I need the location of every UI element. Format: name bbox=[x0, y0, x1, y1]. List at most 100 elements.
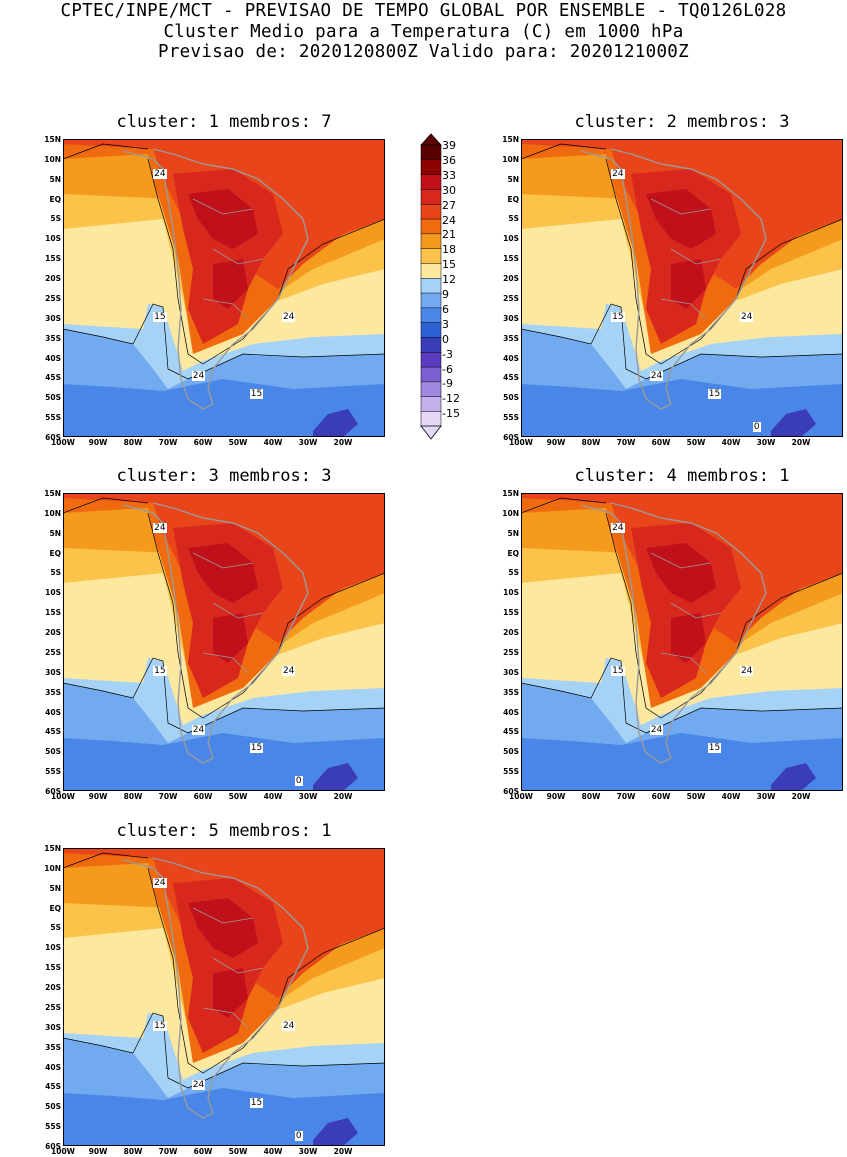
lat-tick-label: 50S bbox=[503, 393, 519, 403]
contour-label: 24 bbox=[739, 311, 754, 322]
lat-tick-label: 45S bbox=[45, 1082, 61, 1092]
lat-tick-label: 30S bbox=[503, 667, 519, 677]
lat-tick-label: 20S bbox=[503, 628, 519, 638]
lon-tick-label: 90W bbox=[88, 792, 108, 801]
contour-label: 24 bbox=[611, 522, 625, 533]
lat-tick-label: 5S bbox=[50, 923, 61, 933]
lat-tick-label: 50S bbox=[45, 393, 61, 403]
lon-tick-label: 100W bbox=[509, 438, 533, 447]
lon-tick-label: 90W bbox=[88, 1147, 108, 1156]
lat-tick-label: 15N bbox=[44, 489, 61, 498]
contour-label: 15 bbox=[611, 311, 625, 322]
lon-tick-label: 50W bbox=[686, 438, 706, 447]
lon-tick-label: 20W bbox=[333, 1147, 353, 1156]
colorbar-tick-label: 21 bbox=[442, 228, 456, 242]
lat-tick-label: EQ bbox=[507, 548, 520, 558]
lat-tick-label: 5N bbox=[507, 174, 520, 184]
lat-tick-label: 10N bbox=[502, 154, 519, 164]
lat-tick-label: 25S bbox=[503, 647, 519, 657]
lat-tick-label: 10S bbox=[503, 588, 519, 598]
lat-tick-label: 25S bbox=[45, 647, 61, 657]
lat-tick-label: 35S bbox=[45, 1042, 61, 1052]
lon-tick-label: 80W bbox=[123, 792, 143, 801]
contour-label: 24 bbox=[649, 371, 664, 382]
lon-tick-label: 100W bbox=[509, 792, 533, 801]
lat-tick-label: 35S bbox=[503, 333, 519, 343]
lat-tick-label: 20S bbox=[45, 274, 61, 284]
lon-tick-label: 70W bbox=[158, 792, 178, 801]
colorbar-tick-label: -15 bbox=[442, 407, 460, 421]
header-line-2: Cluster Medio para a Temperatura (C) em … bbox=[163, 22, 684, 42]
panel-title: cluster: 2 membros: 3 bbox=[574, 112, 790, 132]
map-plot bbox=[63, 139, 385, 437]
lat-tick-label: 45S bbox=[503, 727, 519, 737]
contour-label: 15 bbox=[153, 311, 167, 322]
contour-label: 15 bbox=[707, 389, 722, 400]
lat-tick-label: 15N bbox=[44, 135, 61, 144]
lat-tick-label: 15S bbox=[503, 608, 519, 618]
lat-tick-label: 45S bbox=[45, 727, 61, 737]
contour-label: 15 bbox=[249, 389, 264, 400]
lon-tick-label: 90W bbox=[546, 438, 566, 447]
lat-tick-label: 40S bbox=[503, 707, 519, 717]
lat-tick-label: 5S bbox=[508, 568, 519, 578]
lon-tick-label: 60W bbox=[193, 1147, 213, 1156]
lon-tick-label: 80W bbox=[581, 792, 601, 801]
lat-tick-label: 55S bbox=[503, 413, 519, 423]
contour-label: 24 bbox=[281, 311, 296, 322]
lon-tick-label: 30W bbox=[298, 792, 318, 801]
contour-label: 24 bbox=[191, 1080, 206, 1091]
contour-label: 15 bbox=[249, 1098, 264, 1109]
colorbar-tick-label: -6 bbox=[442, 362, 453, 376]
lat-tick-label: 15N bbox=[502, 489, 519, 498]
colorbar-tick-label: 36 bbox=[442, 153, 456, 167]
lat-tick-label: 50S bbox=[503, 747, 519, 757]
lat-tick-label: 10N bbox=[44, 154, 61, 164]
lat-tick-label: 30S bbox=[45, 1022, 61, 1032]
lat-tick-label: 10N bbox=[44, 508, 61, 518]
lat-tick-label: 10N bbox=[502, 508, 519, 518]
colorbar-tick-label: 30 bbox=[442, 183, 456, 197]
lon-tick-label: 20W bbox=[791, 792, 811, 801]
contour-label: 24 bbox=[739, 665, 754, 676]
lat-tick-label: 5N bbox=[49, 883, 62, 893]
lat-tick-label: 5S bbox=[50, 568, 61, 578]
lat-tick-label: 40S bbox=[45, 353, 61, 363]
lon-tick-label: 70W bbox=[616, 792, 636, 801]
lon-tick-label: 50W bbox=[228, 792, 248, 801]
lat-tick-label: 60S bbox=[503, 433, 519, 442]
lon-tick-label: 30W bbox=[298, 1147, 318, 1156]
colorbar-tick-label: 33 bbox=[442, 168, 456, 182]
lat-tick-label: 35S bbox=[45, 687, 61, 697]
lat-tick-label: 25S bbox=[45, 293, 61, 303]
lat-tick-label: 60S bbox=[45, 433, 61, 442]
lat-tick-label: 10S bbox=[45, 588, 61, 598]
lon-tick-label: 90W bbox=[88, 438, 108, 447]
lat-tick-label: 15N bbox=[44, 844, 61, 853]
contour-label: 24 bbox=[611, 168, 625, 179]
lon-tick-label: 20W bbox=[333, 792, 353, 801]
lat-tick-label: EQ bbox=[507, 194, 520, 204]
colorbar-tick-label: 27 bbox=[442, 198, 456, 212]
lon-tick-label: 50W bbox=[686, 792, 706, 801]
lat-tick-label: 40S bbox=[45, 707, 61, 717]
lat-tick-label: 20S bbox=[45, 983, 61, 993]
colorbar bbox=[420, 133, 442, 440]
lat-tick-label: 15N bbox=[502, 135, 519, 144]
colorbar-tick-label: -3 bbox=[442, 347, 453, 361]
lat-tick-label: 35S bbox=[503, 687, 519, 697]
lon-tick-label: 40W bbox=[263, 1147, 283, 1156]
lon-tick-label: 60W bbox=[193, 792, 213, 801]
contour-label: 24 bbox=[191, 371, 206, 382]
lon-tick-label: 70W bbox=[616, 438, 636, 447]
contour-label: 15 bbox=[249, 743, 264, 754]
lon-tick-label: 30W bbox=[298, 438, 318, 447]
contour-label: 24 bbox=[153, 522, 167, 533]
lat-tick-label: 5N bbox=[49, 174, 62, 184]
header-line-1: CPTEC/INPE/MCT - PREVISAO DE TEMPO GLOBA… bbox=[60, 1, 787, 21]
panel-title: cluster: 3 membros: 3 bbox=[116, 466, 332, 486]
colorbar-tick-label: 0 bbox=[442, 332, 449, 346]
lon-tick-label: 80W bbox=[581, 438, 601, 447]
lat-tick-label: 30S bbox=[45, 313, 61, 323]
lon-tick-label: 70W bbox=[158, 1147, 178, 1156]
